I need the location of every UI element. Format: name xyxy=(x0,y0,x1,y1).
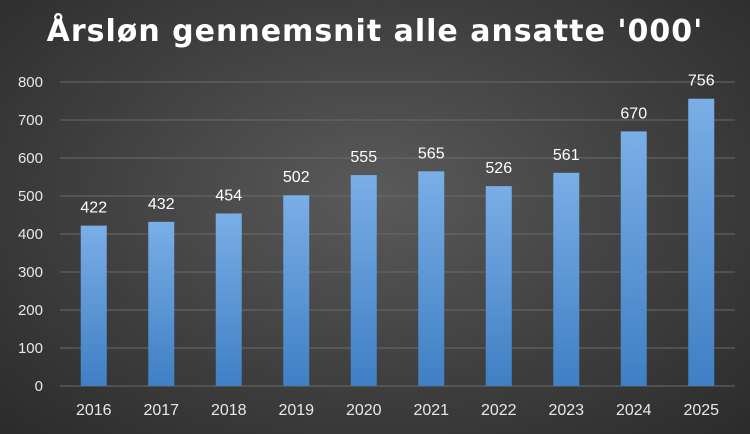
data-label: 561 xyxy=(553,147,580,164)
y-tick-label: 100 xyxy=(18,340,43,357)
data-label: 670 xyxy=(620,105,647,122)
data-labels: 422 432 454 502 555 565 526 561 670 756 xyxy=(80,73,714,217)
data-label: 454 xyxy=(215,187,242,204)
bar-2025 xyxy=(688,98,715,386)
y-axis: 0 100 200 300 400 500 600 700 800 xyxy=(18,74,43,395)
x-tick-label: 2023 xyxy=(548,402,584,419)
bar-2021 xyxy=(418,171,445,386)
data-label: 432 xyxy=(148,196,175,213)
bar-2023 xyxy=(553,172,580,386)
data-label: 565 xyxy=(418,145,445,162)
x-tick-label: 2019 xyxy=(278,402,314,419)
bar-2017 xyxy=(148,221,175,386)
data-label: 756 xyxy=(688,73,715,90)
x-tick-label: 2017 xyxy=(143,402,179,419)
x-tick-label: 2022 xyxy=(481,402,517,419)
x-tick-label: 2021 xyxy=(413,402,449,419)
bar-2024 xyxy=(620,131,647,386)
chart-title: Årsløn gennemsnit alle ansatte '000' xyxy=(46,14,704,49)
data-label: 422 xyxy=(80,200,107,217)
bar-2018 xyxy=(215,213,242,386)
bar-2016 xyxy=(80,225,107,386)
data-label: 502 xyxy=(283,169,310,186)
x-tick-label: 2018 xyxy=(211,402,247,419)
x-tick-label: 2020 xyxy=(346,402,382,419)
bar-2020 xyxy=(350,175,377,386)
data-label: 526 xyxy=(485,160,512,177)
bar-2019 xyxy=(283,195,310,386)
y-tick-label: 0 xyxy=(35,378,43,395)
bars xyxy=(80,98,715,386)
bar-2022 xyxy=(485,186,512,386)
y-tick-label: 700 xyxy=(18,112,43,129)
data-label: 555 xyxy=(350,149,377,166)
x-tick-label: 2016 xyxy=(76,402,112,419)
y-tick-label: 300 xyxy=(18,264,43,281)
y-tick-label: 600 xyxy=(18,150,43,167)
y-tick-label: 500 xyxy=(18,188,43,205)
y-tick-label: 800 xyxy=(18,74,43,91)
x-tick-label: 2024 xyxy=(616,402,652,419)
x-tick-label: 2025 xyxy=(683,402,719,419)
y-tick-label: 400 xyxy=(18,226,43,243)
x-axis: 2016 2017 2018 2019 2020 2021 2022 2023 2024 2025 xyxy=(76,402,719,419)
y-tick-label: 200 xyxy=(18,302,43,319)
